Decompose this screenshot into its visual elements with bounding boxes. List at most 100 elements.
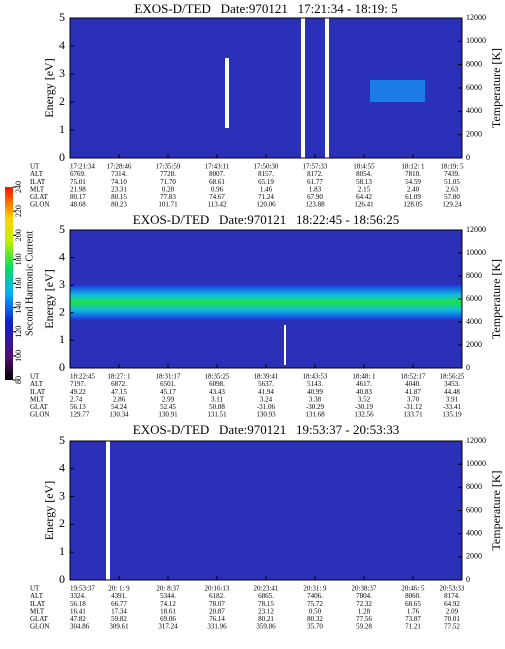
table-cell: 1.46	[260, 185, 273, 193]
table-cell: 40.83	[356, 388, 372, 396]
table-cell: 0.28	[162, 185, 175, 193]
table-cell: 23.31	[111, 185, 127, 193]
stripe	[106, 441, 110, 580]
colorbar-tick-label: 220	[14, 205, 23, 217]
table-cell: 123.88	[305, 201, 325, 209]
y-tick-label: 5	[59, 10, 65, 24]
table-cell: 47.82	[70, 615, 86, 623]
y2-tick-label: 10000	[466, 248, 486, 257]
table-cell: 41.94	[258, 388, 274, 396]
y2-tick-label: 4000	[466, 317, 482, 326]
table-cell: 18:12: 1	[401, 163, 425, 171]
colorbar-tick-label: 120	[14, 326, 23, 338]
table-cell: 4040.	[405, 380, 421, 388]
y2-tick-label: 12000	[466, 436, 486, 445]
table-cell: 18:43:53	[303, 373, 328, 381]
y-tick-label: 2	[59, 94, 65, 108]
colorbar	[5, 187, 13, 380]
table-cell: 75.72	[307, 600, 323, 608]
table-cell: 41.87	[405, 388, 421, 396]
table-cell: 6769.	[70, 170, 86, 178]
table-cell: 6098.	[209, 380, 225, 388]
table-row-label t: ALT	[30, 170, 44, 178]
table-cell: 2.74	[70, 395, 83, 403]
table-cell: 130.34	[109, 411, 129, 419]
blob	[370, 80, 425, 102]
y2-tick-label: 2000	[466, 552, 482, 561]
table-cell: 20: 1: 9	[108, 585, 130, 593]
table-row-label t: ALT	[30, 592, 44, 600]
table-cell: 78.07	[209, 600, 225, 608]
table-cell: 8174.	[444, 592, 460, 600]
y2-axis-label: Temperature [K]	[489, 259, 503, 339]
colorbar-label: Second Harmonic Current	[24, 231, 35, 336]
table-cell: 51.05	[444, 178, 460, 186]
table-cell: 17:57:33	[303, 163, 328, 171]
y2-tick-label: 10000	[466, 459, 486, 468]
table-cell: 18:19: 5	[440, 163, 464, 171]
table-cell: 2.63	[446, 185, 459, 193]
y-tick-label: 4	[59, 38, 65, 52]
table-cell: 3.11	[211, 395, 223, 403]
y-tick-label: 5	[59, 222, 65, 236]
y-tick-label: 1	[59, 122, 65, 136]
table-row-label t: GLON	[30, 201, 49, 209]
table-cell: 17:43:11	[205, 163, 230, 171]
stripe	[284, 325, 286, 365]
table-cell: 54.24	[111, 403, 127, 411]
table-row-label t: UT	[30, 585, 40, 593]
table-cell: 317.24	[158, 623, 178, 631]
table-cell: 3.38	[309, 395, 322, 403]
table-cell: 18:31:17	[156, 373, 181, 381]
table-cell: 57.80	[444, 193, 460, 201]
table-cell: 17:35:59	[156, 163, 181, 171]
table-cell: 18:39:41	[254, 373, 279, 381]
table-cell: 3.91	[446, 395, 459, 403]
table-cell: 23.12	[258, 607, 274, 615]
table-row-label t: ALT	[30, 380, 44, 388]
table-cell: 128.05	[403, 201, 423, 209]
table-cell: 54.59	[405, 178, 421, 186]
table-cell: 71.24	[258, 193, 274, 201]
table-cell: 80.15	[111, 193, 127, 201]
colorbar-tick-label: 80	[14, 376, 23, 384]
y2-axis-label: Temperature [K]	[489, 48, 503, 128]
table-cell: 3.24	[260, 395, 273, 403]
table-cell: 47.15	[111, 388, 127, 396]
stripe	[301, 18, 305, 158]
table-cell: 74.10	[111, 178, 127, 186]
table-row-label t: ILAT	[30, 388, 46, 396]
table-cell: 5344.	[160, 592, 176, 600]
table-cell: 68.61	[209, 178, 225, 186]
y-tick-label: 4	[59, 461, 65, 475]
table-cell: 74.12	[160, 600, 176, 608]
table-cell: 18:52:17	[401, 373, 426, 381]
table-cell: 58.13	[356, 178, 372, 186]
table-cell: 76.14	[209, 615, 225, 623]
y2-tick-label: 12000	[466, 13, 486, 22]
table-cell: 70.01	[444, 615, 460, 623]
table-cell: 20.87	[209, 607, 225, 615]
table-cell: 7804.	[356, 592, 372, 600]
table-cell: 21.98	[70, 185, 86, 193]
table-cell: 17:28:46	[107, 163, 132, 171]
table-cell: 35.70	[307, 623, 323, 631]
y-tick-label: 2	[59, 305, 65, 319]
table-cell: 2.86	[113, 395, 126, 403]
table-cell: 133.71	[403, 411, 423, 419]
y-tick-label: 0	[59, 360, 65, 374]
colorbar-tick-label: 180	[14, 253, 23, 265]
table-cell: 7197.	[70, 380, 86, 388]
table-cell: 8054.	[356, 170, 372, 178]
table-cell: 7810.	[405, 170, 421, 178]
y2-tick-label: 8000	[466, 59, 482, 68]
table-cell: 18:4:55	[353, 163, 375, 171]
table-cell: 20:31: 9	[303, 585, 327, 593]
table-cell: 2.99	[162, 395, 175, 403]
table-cell: 40.99	[307, 388, 323, 396]
y-tick-label: 2	[59, 516, 65, 530]
y-tick-label: 5	[59, 433, 65, 447]
table-cell: 304.86	[70, 623, 90, 631]
table-cell: 71.21	[405, 623, 421, 631]
table-cell: 44.48	[444, 388, 460, 396]
